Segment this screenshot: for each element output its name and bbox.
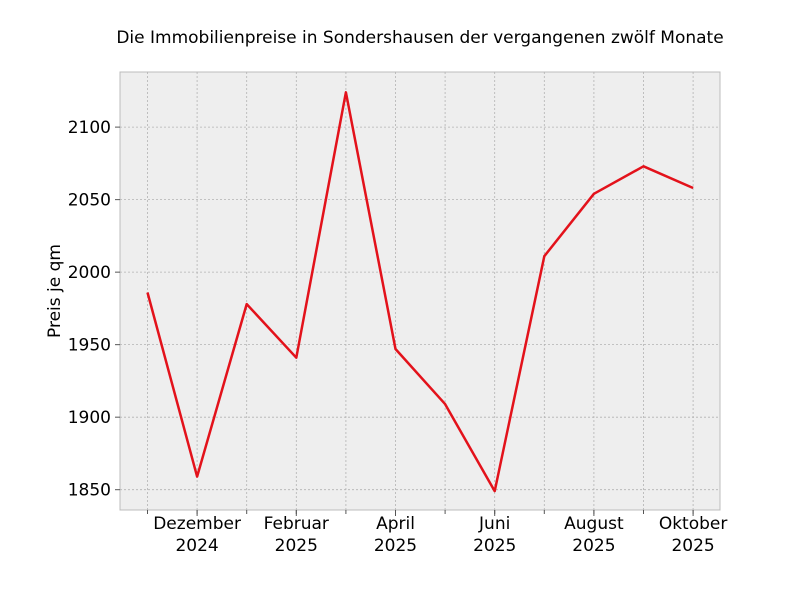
x-tick-label-line: April <box>376 514 415 534</box>
x-tick-label-line: Juni <box>478 514 510 534</box>
x-tick-label-line: 2024 <box>175 536 218 556</box>
x-tick-label: Juni 2025 <box>473 514 516 556</box>
x-tick-label: Dezember 2024 <box>153 514 241 556</box>
x-tick-label-line: Februar <box>264 514 329 534</box>
x-tick-label: Februar 2025 <box>264 514 329 556</box>
x-tick-label-line: Dezember <box>153 514 241 534</box>
y-axis: 1850 1900 1950 2000 2050 2100 <box>68 118 120 501</box>
y-tick-label: 1950 <box>68 336 111 356</box>
x-tick-label-line: Oktober <box>659 514 728 534</box>
x-tick-label-line: August <box>564 514 624 534</box>
y-tick-label: 1850 <box>68 481 111 501</box>
x-tick-label-line: 2025 <box>473 536 516 556</box>
grid-lines <box>120 72 720 510</box>
y-tick-label: 2100 <box>68 118 111 138</box>
x-tick-label-line: 2025 <box>671 536 714 556</box>
x-tick-label: Oktober 2025 <box>659 514 728 556</box>
plot-area <box>119 71 721 511</box>
x-tick-label-line: 2025 <box>572 536 615 556</box>
x-tick-label-line: 2025 <box>275 536 318 556</box>
series-line <box>146 91 694 493</box>
chart-title: Die Immobilienpreise in Sondershausen de… <box>116 28 723 48</box>
x-tick-label: August 2025 <box>564 514 624 556</box>
y-tick-label: 1900 <box>68 408 111 428</box>
y-tick-label: 2000 <box>68 263 111 283</box>
y-axis-label: Preis je qm <box>45 244 65 338</box>
x-tick-label: April 2025 <box>374 514 417 556</box>
y-tick-label: 2050 <box>68 191 111 211</box>
x-tick-label-line: 2025 <box>374 536 417 556</box>
